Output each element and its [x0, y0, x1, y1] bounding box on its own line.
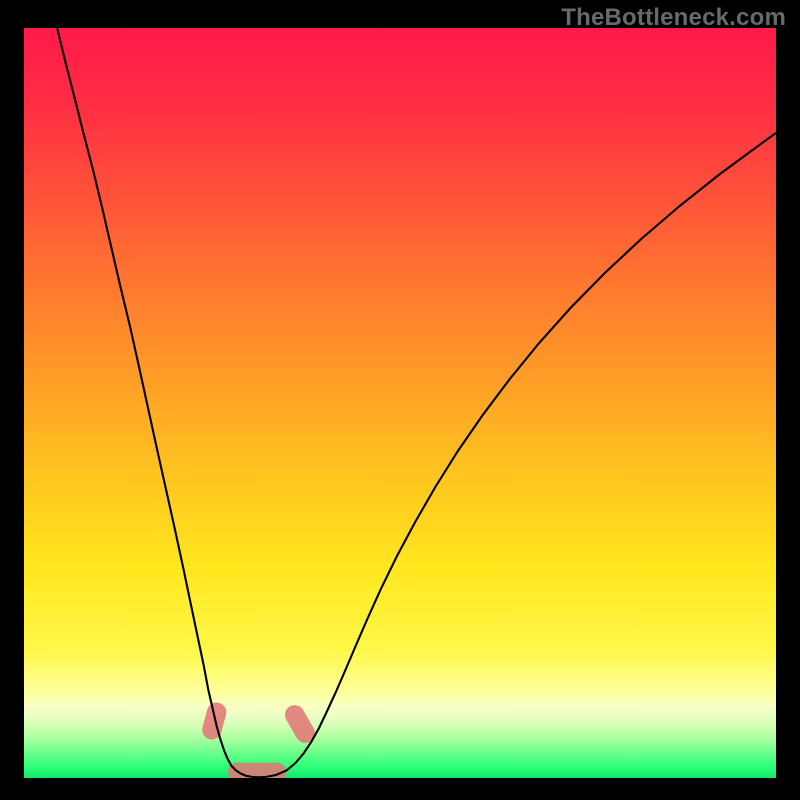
gradient-background [24, 28, 776, 778]
watermark-text: TheBottleneck.com [561, 4, 786, 32]
bottleneck-curve-chart [24, 28, 776, 778]
chart-frame: TheBottleneck.com [0, 0, 800, 800]
